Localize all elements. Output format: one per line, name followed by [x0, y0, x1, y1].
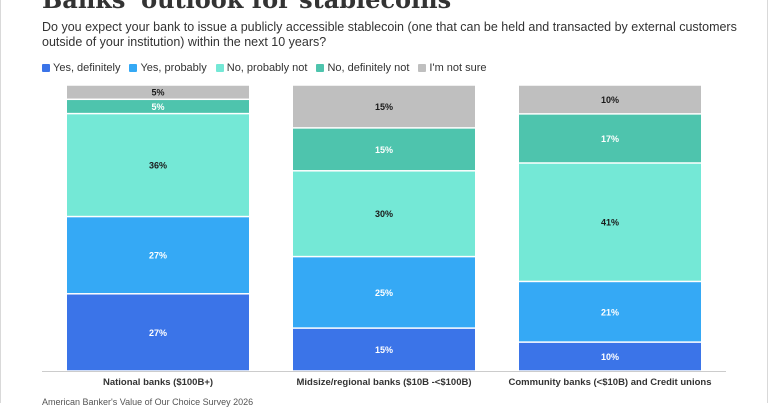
legend-item-not-sure: I'm not sure	[418, 62, 487, 74]
category-label: National banks ($100B+)	[103, 377, 213, 388]
data-label: 25%	[375, 288, 393, 298]
legend-label: Yes, definitely	[53, 62, 121, 74]
chart-title: Banks' outlook for stablecoins	[42, 0, 451, 14]
legend: Yes, definitely Yes, probably No, probab…	[42, 61, 496, 75]
chart-subtitle: Do you expect your bank to issue a publi…	[42, 20, 737, 49]
data-label: 5%	[151, 102, 164, 112]
category-label: Community banks (<$10B) and Credit union…	[509, 377, 712, 388]
data-label: 17%	[601, 134, 619, 144]
data-label: 36%	[149, 161, 167, 171]
data-label: 15%	[375, 345, 393, 355]
legend-item-no-definitely-not: No, definitely not	[316, 62, 409, 74]
category-label: Midsize/regional banks ($10B -<$100B)	[296, 377, 471, 388]
data-label: 15%	[375, 102, 393, 112]
bar-segment	[519, 163, 701, 281]
data-label: 10%	[601, 95, 619, 105]
bar-segment	[519, 282, 701, 342]
bar-segment	[519, 342, 701, 371]
bar-segment	[67, 294, 249, 371]
legend-swatch	[42, 64, 50, 72]
data-label: 10%	[601, 352, 619, 362]
data-label: 30%	[375, 209, 393, 219]
source-note: American Banker's Value of Our Choice Su…	[42, 397, 254, 407]
legend-swatch	[418, 64, 427, 72]
legend-item-yes-probably: Yes, probably	[129, 62, 207, 74]
legend-label: No, definitely not	[327, 62, 410, 74]
legend-label: Yes, probably	[140, 62, 207, 74]
legend-item-no-probably-not: No, probably not	[215, 62, 308, 74]
legend-swatch	[215, 64, 224, 72]
bar-segment	[67, 217, 249, 294]
bar-segment	[293, 257, 475, 328]
data-label: 41%	[601, 218, 619, 228]
bar-segment	[293, 85, 475, 128]
legend-item-yes-definitely: Yes, definitely	[42, 62, 120, 74]
legend-label: I'm not sure	[429, 62, 487, 74]
bar-segment	[519, 114, 701, 163]
legend-swatch	[316, 64, 325, 72]
data-label: 21%	[601, 307, 619, 317]
bar-segment	[293, 128, 475, 171]
data-label: 15%	[375, 145, 393, 155]
bar-segment	[67, 100, 249, 113]
bar-segment	[67, 114, 249, 216]
bar-segment	[67, 85, 249, 99]
legend-swatch	[129, 64, 138, 72]
legend-label: No, probably not	[226, 62, 308, 74]
data-label: 27%	[149, 328, 167, 338]
data-label: 5%	[151, 88, 164, 98]
data-label: 27%	[149, 251, 167, 261]
bar-segment	[293, 171, 475, 256]
bar-segment	[519, 85, 701, 114]
bar-segment	[293, 328, 475, 371]
